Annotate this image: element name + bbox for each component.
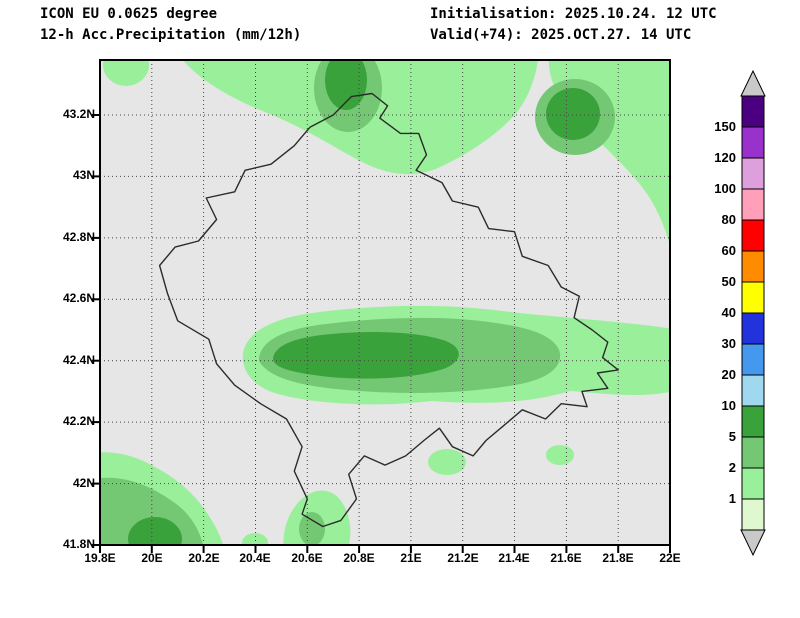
precip-northeast-core-dark — [546, 88, 600, 140]
product-title: 12-h Acc.Precipitation (mm/12h) — [40, 27, 302, 43]
precipitation-layer — [100, 60, 670, 545]
x-tick-label: 21.2E — [447, 551, 479, 565]
colorbar-label: 20 — [721, 367, 736, 382]
colorbar-segment — [741, 281, 765, 314]
colorbar-segment — [741, 219, 765, 252]
x-tick-label: 20.2E — [188, 551, 220, 565]
axis-tick-marks — [92, 114, 671, 553]
colorbar-segment — [741, 343, 765, 376]
x-tick-label: 21.8E — [602, 551, 634, 565]
colorbar-segment — [741, 467, 765, 500]
colorbar — [740, 69, 766, 557]
y-tick-label: 42N — [72, 476, 95, 490]
colorbar-segment — [741, 188, 765, 221]
precip-central-band-dark — [273, 332, 459, 379]
colorbar-label: 50 — [721, 274, 736, 289]
precip-southeast-cell-light — [428, 449, 466, 475]
x-tick-label: 21E — [400, 551, 422, 565]
x-tick-label: 20.8E — [343, 551, 375, 565]
colorbar-segment — [741, 157, 765, 190]
colorbar-label: 10 — [721, 398, 736, 413]
colorbar-segment — [741, 436, 765, 469]
colorbar-label: 150 — [714, 119, 736, 134]
precip-northwest-light — [103, 60, 149, 86]
colorbar-segment — [741, 126, 765, 159]
y-tick-label: 42.8N — [62, 230, 95, 244]
plot-frame — [99, 59, 671, 546]
y-tick-label: 43N — [72, 168, 95, 182]
precip-south-center-medium — [299, 512, 325, 545]
x-tick-label: 20.4E — [239, 551, 271, 565]
colorbar-label: 2 — [728, 460, 736, 475]
x-tick-label: 20E — [141, 551, 163, 565]
colorbar-segment — [741, 95, 765, 128]
precip-east-cell-light — [546, 445, 574, 465]
y-tick-label: 42.6N — [62, 291, 95, 305]
colorbar-segment — [741, 250, 765, 283]
y-tick-label: 41.8N — [62, 537, 95, 551]
x-tick-label: 20.6E — [291, 551, 323, 565]
colorbar-label: 60 — [721, 243, 736, 258]
precip-southwest-dark — [128, 517, 182, 545]
x-tick-label: 19.8E — [84, 551, 116, 565]
colorbar-label: 80 — [721, 212, 736, 227]
y-tick-label: 42.2N — [62, 414, 95, 428]
x-tick-label: 22E — [659, 551, 681, 565]
y-tick-label: 42.4N — [62, 353, 95, 367]
colorbar-segment — [741, 498, 765, 531]
valid-time: Valid(+74): 2025.OCT.27. 14 UTC — [430, 27, 692, 43]
colorbar-label: 5 — [728, 429, 736, 444]
initialisation-time: Initialisation: 2025.10.24. 12 UTC — [430, 6, 717, 22]
colorbar-label: 120 — [714, 150, 736, 165]
model-title: ICON EU 0.0625 degree — [40, 6, 218, 22]
colorbar-down-arrow-icon — [740, 529, 766, 557]
precip-south-cell-light — [242, 533, 268, 545]
colorbar-segment — [741, 405, 765, 438]
colorbar-segment — [741, 312, 765, 345]
colorbar-label: 100 — [714, 181, 736, 196]
graticule — [100, 60, 670, 545]
colorbar-label: 30 — [721, 336, 736, 351]
x-tick-label: 21.6E — [550, 551, 582, 565]
precip-north-core-dark — [325, 60, 367, 110]
country-border — [158, 92, 619, 528]
colorbar-up-arrow-icon — [740, 69, 766, 97]
x-tick-label: 21.4E — [498, 551, 530, 565]
colorbar-label: 40 — [721, 305, 736, 320]
colorbar-label: 1 — [728, 491, 736, 506]
y-tick-label: 43.2N — [62, 107, 95, 121]
colorbar-segment — [741, 374, 765, 407]
